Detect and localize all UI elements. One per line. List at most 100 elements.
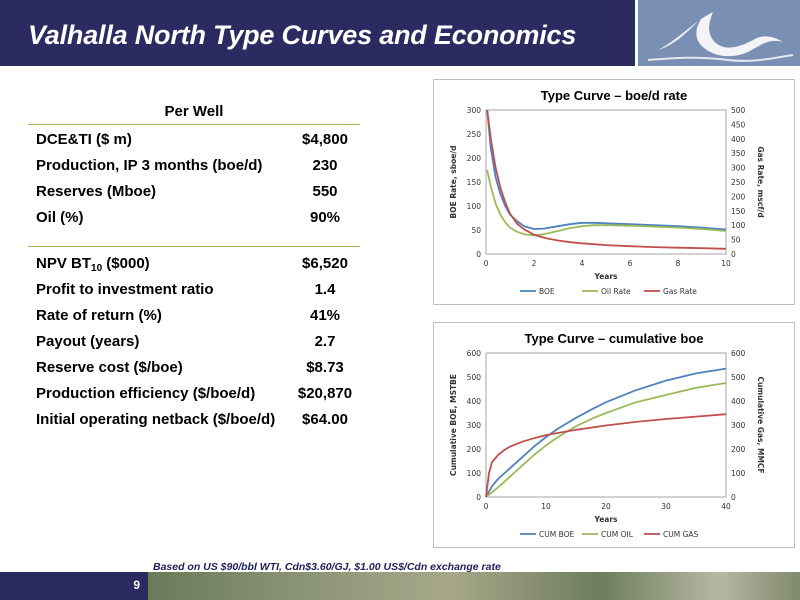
header: Valhalla North Type Curves and Economics <box>0 0 800 72</box>
y-axis-label: Cumulative BOE, MSTBE <box>449 374 458 476</box>
y-tick-label: 100 <box>467 202 482 211</box>
series-line-gas-rate <box>486 109 727 250</box>
row-label: Production efficiency ($/boe/d) <box>36 385 256 402</box>
legend-label: Gas Rate <box>663 287 697 296</box>
npv-label-sub: 10 <box>91 263 103 274</box>
series-line-boe <box>486 109 727 231</box>
row-label: DCE&TI ($ m) <box>36 131 132 148</box>
row-label: Payout (years) <box>36 333 140 350</box>
y-tick-label: 500 <box>467 373 482 382</box>
row-label: Production, IP 3 months (boe/d) <box>36 157 263 174</box>
row-label: Initial operating netback ($/boe/d) <box>36 411 276 428</box>
table-group-2: Profit to investment ratio 1.4 Rate of ret… <box>28 277 360 433</box>
y2-tick-label: 0 <box>731 250 736 259</box>
y2-tick-label: 500 <box>731 373 746 382</box>
y-tick-label: 300 <box>467 106 482 115</box>
table-row: Production efficiency ($/boe/d) $20,870 <box>28 381 360 407</box>
table-row: Initial operating netback ($/boe/d) $64.0… <box>28 407 360 433</box>
y2-tick-label: 500 <box>731 106 746 115</box>
x-tick-label: 6 <box>628 259 633 268</box>
table-divider <box>28 231 360 247</box>
row-value: 90% <box>309 209 341 226</box>
cumulative-chart: Type Curve – cumulative boe0100200300400… <box>449 331 765 539</box>
y-tick-label: 400 <box>467 397 482 406</box>
y-tick-label: 100 <box>467 469 482 478</box>
y-tick-label: 600 <box>467 349 482 358</box>
y-tick-label: 0 <box>476 493 481 502</box>
table-row: DCE&TI ($ m) $4,800 <box>28 127 360 153</box>
y2-axis-label: Gas Rate, mscf/d <box>756 146 765 217</box>
y-tick-label: 200 <box>467 154 482 163</box>
table-row: Reserve cost ($/boe) $8.73 <box>28 355 360 381</box>
x-tick-label: 20 <box>601 502 611 511</box>
table-row: Oil (%) 90% <box>28 205 360 231</box>
x-tick-label: 30 <box>661 502 671 511</box>
company-logo <box>638 0 800 66</box>
chart-title: Type Curve – boe/d rate <box>541 88 687 103</box>
row-value: $64.00 <box>302 411 348 428</box>
y-axis-label: BOE Rate, sboe/d <box>449 146 458 219</box>
row-label: Reserves (Mboe) <box>36 183 157 200</box>
table-heading: Per Well <box>28 100 360 125</box>
rate-chart: Type Curve – boe/d rate05010015020025030… <box>449 88 765 296</box>
row-label: Oil (%) <box>36 209 84 226</box>
row-value: $6,520 <box>302 255 348 272</box>
y2-tick-label: 250 <box>731 178 746 187</box>
x-tick-label: 0 <box>484 502 489 511</box>
row-value: 2.7 <box>314 333 336 350</box>
row-label: Profit to investment ratio <box>36 281 214 298</box>
y-tick-label: 200 <box>467 445 482 454</box>
legend-label: Oil Rate <box>601 287 631 296</box>
economics-table: Per Well DCE&TI ($ m) $4,800 Production, I… <box>28 100 360 433</box>
y-tick-label: 150 <box>467 178 482 187</box>
y2-axis-label: Cumulative Gas, MMCF <box>756 376 765 473</box>
y2-tick-label: 450 <box>731 120 746 129</box>
y2-tick-label: 400 <box>731 135 746 144</box>
series-line-cum-gas <box>485 413 727 498</box>
row-value: 41% <box>309 307 341 324</box>
y-tick-label: 50 <box>471 226 481 235</box>
legend-label: BOE <box>539 287 555 296</box>
table-row: Profit to investment ratio 1.4 <box>28 277 360 303</box>
y-tick-label: 0 <box>476 250 481 259</box>
x-tick-label: 2 <box>532 259 537 268</box>
y-tick-label: 250 <box>467 130 482 139</box>
y2-tick-label: 300 <box>731 164 746 173</box>
legend-label: CUM BOE <box>539 530 574 539</box>
x-axis-label: Years <box>593 515 618 524</box>
chart-panel-cumulative: Type Curve – cumulative boe 0 100 200 300 400… <box>433 322 795 548</box>
x-tick-label: 40 <box>721 502 731 511</box>
x-tick-label: 0 <box>484 259 489 268</box>
y2-tick-label: 100 <box>731 221 746 230</box>
chart-title: Type Curve – cumulative boe <box>525 331 704 346</box>
y2-tick-label: 300 <box>731 421 746 430</box>
table-row: Rate of return (%) 41% <box>28 303 360 329</box>
row-value: 230 <box>312 157 338 174</box>
table-row: Payout (years) 2.7 <box>28 329 360 355</box>
y-tick-label: 300 <box>467 421 482 430</box>
y2-tick-label: 200 <box>731 445 746 454</box>
x-tick-label: 10 <box>541 502 551 511</box>
footnote: Based on US $90/bbl WTI, Cdn$3.60/GJ, $1… <box>153 561 501 573</box>
series-line-cum-boe <box>485 367 727 498</box>
wave-logo-icon <box>638 0 800 66</box>
row-value: 1.4 <box>314 281 336 298</box>
page-title: Valhalla North Type Curves and Economics <box>28 20 577 50</box>
y2-tick-label: 200 <box>731 192 746 201</box>
table-group-1: DCE&TI ($ m) $4,800 Production, IP 3 month… <box>28 125 360 231</box>
y2-tick-label: 600 <box>731 349 746 358</box>
row-value: $20,870 <box>297 385 353 402</box>
row-label: Rate of return (%) <box>36 307 162 324</box>
page-number: 9 <box>133 578 140 592</box>
x-tick-label: 4 <box>580 259 585 268</box>
series-line-oil-rate <box>486 169 727 237</box>
plot-frame <box>485 352 727 498</box>
npv-label-tail: ($000) <box>102 255 150 272</box>
row-value: $4,800 <box>302 131 348 148</box>
row-label: Reserve cost ($/boe) <box>36 359 183 376</box>
x-tick-label: 8 <box>676 259 681 268</box>
y2-tick-label: 0 <box>731 493 736 502</box>
table-row: Reserves (Mboe) 550 <box>28 179 360 205</box>
legend-label: CUM OIL <box>601 530 634 539</box>
y2-tick-label: 100 <box>731 469 746 478</box>
